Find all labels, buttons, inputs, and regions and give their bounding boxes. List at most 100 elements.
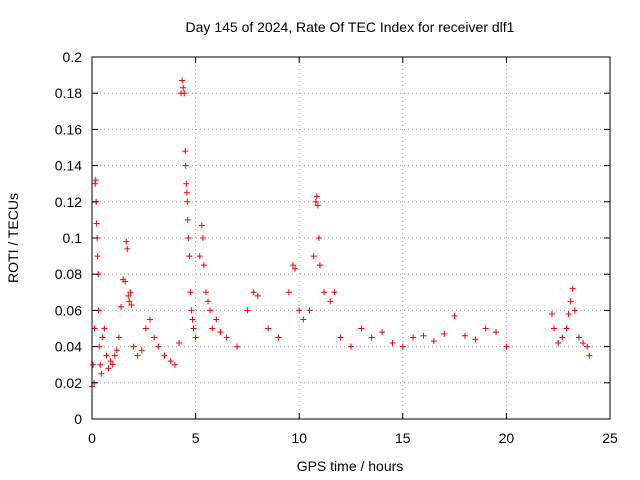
data-point [118,303,125,310]
data-point [430,338,437,345]
data-point [94,253,101,260]
data-point [207,307,214,314]
data-point [310,253,317,260]
data-point [179,77,186,84]
data-point [199,235,206,241]
data-point [223,334,230,341]
data-point [410,334,417,341]
data-point [205,298,212,305]
data-point [92,177,99,184]
data-point [379,329,386,336]
y-tick-label: 0.14 [55,158,82,174]
data-point [99,334,106,341]
data-point [289,262,296,269]
data-point [176,339,183,346]
data-point [183,180,190,187]
y-tick-label: 0 [74,411,82,427]
y-tick-label: 0.02 [55,375,82,391]
data-point [300,316,307,323]
data-point [563,325,570,332]
data-point [171,361,178,368]
data-points [89,77,593,390]
data-point [441,330,448,337]
data-point [244,307,251,314]
data-point [130,343,137,350]
x-tick-label: 25 [602,430,618,446]
data-point [503,343,510,350]
data-point [461,332,468,339]
data-point [93,220,100,227]
data-point [451,312,458,319]
data-point [358,325,365,332]
data-point [92,180,99,187]
data-point [559,334,566,341]
data-point [482,325,489,332]
data-point [111,352,118,359]
data-point [103,352,110,359]
data-point [234,343,241,350]
data-point [190,325,197,332]
x-tick-label: 0 [88,430,96,446]
data-point [97,361,104,368]
data-point [155,343,162,350]
data-point [200,262,207,269]
data-point [313,193,320,200]
data-point [584,343,591,350]
data-point [142,325,149,332]
x-tick-label: 20 [499,430,515,446]
data-point [167,358,174,365]
data-point [189,316,196,323]
data-point [182,148,189,155]
data-point [575,334,582,341]
data-point [586,352,593,359]
data-point [569,285,576,292]
data-point [161,352,168,359]
data-point [296,307,303,314]
data-point [548,311,555,318]
data-point [306,307,313,314]
data-point [180,84,187,91]
data-point [187,289,194,296]
data-point [315,235,322,241]
data-point [184,198,191,205]
data-point [185,235,192,241]
data-point [122,278,129,285]
data-point [254,292,261,299]
data-point [567,298,574,305]
data-point [368,334,375,341]
y-tick-label: 0.12 [55,194,82,210]
data-point [217,329,224,336]
data-point [186,253,193,260]
y-tick-label: 0.08 [55,266,82,282]
data-point [124,245,131,252]
data-point [580,339,587,346]
y-tick-label: 0.04 [55,339,82,355]
y-axis-label: ROTI / TECUs [5,193,21,283]
data-point [107,358,114,365]
data-point [182,162,189,169]
data-point [250,289,257,296]
x-tick-label: 15 [395,430,411,446]
data-point [202,289,209,296]
data-point [275,334,282,341]
y-tick-label: 0.2 [63,49,83,65]
data-point [213,316,220,323]
data-point [128,301,135,308]
data-point [198,222,205,229]
x-tick-label: 5 [192,430,200,446]
data-point [115,334,122,341]
chart-title: Day 145 of 2024, Rate Of TEC Index for r… [186,19,515,35]
data-point [126,298,133,305]
data-point [125,292,132,299]
data-point [90,361,97,368]
y-tick-label: 0.1 [63,230,83,246]
data-point [184,216,191,223]
data-point [151,334,158,341]
data-point [109,361,116,368]
data-point [127,289,134,296]
data-point [192,334,199,341]
data-point [571,307,578,314]
data-point [331,289,338,296]
data-point [493,329,500,336]
